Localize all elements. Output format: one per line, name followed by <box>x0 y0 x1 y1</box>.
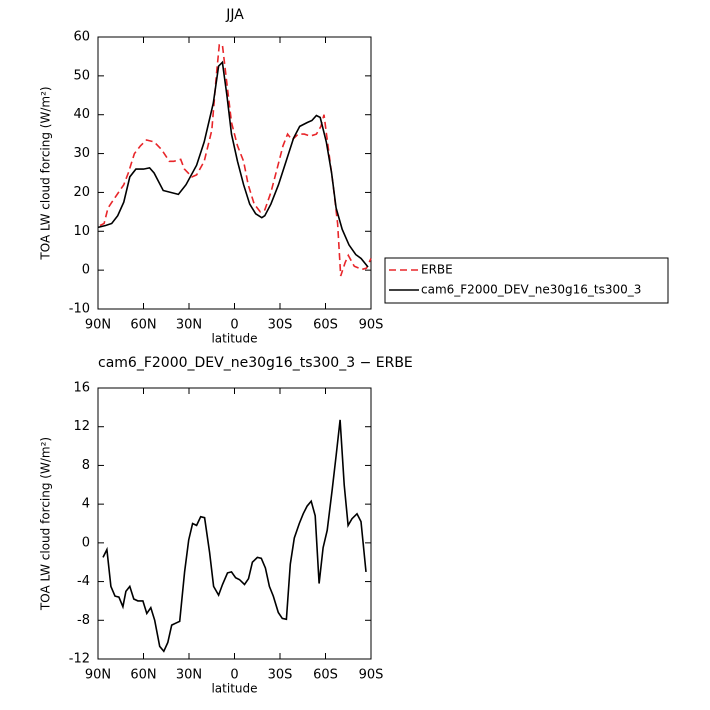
legend: ERBE cam6_F2000_DEV_ne30g16_ts300_3 <box>384 257 669 304</box>
x-tick-label: 60S <box>313 318 338 333</box>
y-tick-label: -8 <box>77 613 90 628</box>
data-line <box>97 60 369 268</box>
panel: cam6_F2000_DEV_ne30g16_ts300_3 − ERBE -12… <box>39 355 413 696</box>
data-line <box>102 419 367 653</box>
y-tick-label: 4 <box>82 497 90 512</box>
x-tick-label: 60N <box>130 668 156 683</box>
x-tick-label: 0 <box>230 668 238 683</box>
y-tick-label: 0 <box>82 535 90 550</box>
x-axis-label: latitude <box>211 682 257 696</box>
plot-frame <box>97 387 372 660</box>
chart-title: JJA <box>225 7 244 23</box>
panel: JJA -10 0 10 20 30 40 50 60 90N 60N 30N 0 30S 60S 90S la… <box>39 7 669 346</box>
y-tick-label: -12 <box>69 652 90 667</box>
y-tick-label: 8 <box>82 458 90 473</box>
y-tick-label: 20 <box>73 185 90 200</box>
legend-label: cam6_F2000_DEV_ne30g16_ts300_3 <box>421 283 641 297</box>
y-tick-label: 40 <box>73 107 90 122</box>
y-axis-label: TOA LW cloud forcing (W/m²) <box>39 86 53 260</box>
x-tick-label: 90N <box>85 318 111 333</box>
y-tick-label: 10 <box>73 224 90 239</box>
x-tick-label: 0 <box>230 318 238 333</box>
data-line <box>99 44 372 277</box>
x-tick-label: 30S <box>268 668 293 683</box>
y-tick-label: -10 <box>69 302 90 317</box>
x-tick-label: 90S <box>359 318 384 333</box>
legend-label: ERBE <box>421 263 453 277</box>
x-tick-label: 90S <box>359 668 384 683</box>
y-axis-label: TOA LW cloud forcing (W/m²) <box>39 437 53 611</box>
chart-title: cam6_F2000_DEV_ne30g16_ts300_3 − ERBE <box>98 355 413 371</box>
y-tick-label: 12 <box>73 419 90 434</box>
x-tick-label: 90N <box>85 668 111 683</box>
x-tick-label: 30N <box>176 668 202 683</box>
x-tick-label: 30S <box>268 318 293 333</box>
x-tick-label: 60S <box>313 668 338 683</box>
legend-box <box>384 257 669 304</box>
plot-frame <box>97 36 372 310</box>
y-tick-label: -4 <box>77 574 90 589</box>
x-tick-label: 60N <box>130 318 156 333</box>
y-tick-label: 16 <box>73 381 90 396</box>
x-axis-label: latitude <box>211 332 257 346</box>
y-tick-label: 50 <box>73 68 90 83</box>
y-tick-label: 0 <box>82 263 90 278</box>
y-tick-label: 60 <box>73 30 90 45</box>
x-tick-label: 30N <box>176 318 202 333</box>
y-tick-label: 30 <box>73 146 90 161</box>
